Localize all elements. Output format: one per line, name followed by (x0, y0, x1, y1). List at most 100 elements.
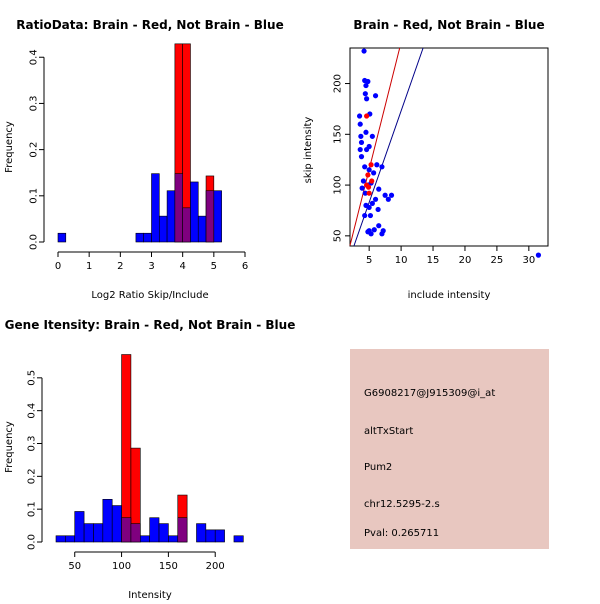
scatter-axes: 5 10 15 20 25 30 50 100 150 200 (333, 74, 536, 266)
event-type-text: altTxStart (364, 426, 413, 437)
y-tick-label: 0.1 (27, 501, 38, 517)
gene-name-text: Pum2 (364, 462, 392, 473)
x-tick-label: 0 (55, 261, 61, 272)
scatter-points (356, 48, 542, 258)
ratio-histogram-title: RatioData: Brain - Red, Not Brain - Blue (16, 18, 283, 32)
blue-bar (149, 517, 160, 543)
intensity-histogram-axes: 50 100 150 200 0.0 0.1 0.2 0.3 0.4 0.5 (27, 370, 225, 572)
blue-point (374, 162, 380, 168)
x-tick-label: 2 (117, 261, 123, 272)
locus-text: chr12.5295-2.s (364, 499, 440, 510)
blue-bar (111, 505, 122, 543)
blue-point (366, 143, 372, 150)
x-tick-label: 1 (86, 261, 92, 272)
overlap-bar (205, 190, 215, 243)
blue-bar (158, 215, 168, 243)
scatter-xlabel: include intensity (408, 290, 491, 301)
blue-bar (65, 535, 76, 543)
ratio-histogram-ylabel: Frequency (4, 121, 15, 173)
y-tick-label: 0.0 (29, 234, 40, 250)
blue-point (380, 228, 386, 234)
blue-point (364, 96, 370, 102)
blue-point (382, 192, 388, 198)
blue-point (357, 146, 363, 153)
red-point (364, 113, 370, 119)
blue-point (358, 139, 365, 146)
red-bar (121, 354, 132, 543)
y-tick-label: 100 (333, 176, 344, 195)
blue-bar (197, 215, 207, 243)
red-point (369, 178, 375, 184)
x-tick-label: 200 (206, 561, 225, 572)
y-tick-label: 0.3 (27, 436, 38, 452)
blue-point (379, 164, 385, 170)
x-tick-label: 3 (148, 261, 154, 272)
blue-bar (158, 523, 169, 543)
blue-point (376, 186, 382, 192)
x-tick-label: 100 (112, 561, 131, 572)
blue-point (362, 91, 368, 97)
red-point (365, 184, 372, 190)
blue-point (367, 212, 374, 219)
intensity-histogram-xlabel: Intensity (128, 590, 172, 600)
blue-point (356, 113, 363, 119)
intensity-histogram-panel: Gene Itensity: Brain - Red, Not Brain - … (4, 318, 296, 601)
scatter-panel: Brain - Red, Not Brain - Blue include in… (303, 18, 549, 301)
blue-regression-line (353, 47, 424, 247)
y-tick-label: 0.4 (27, 403, 38, 419)
blue-bar (74, 511, 85, 543)
blue-point (360, 178, 367, 184)
ratio-histogram-panel: RatioData: Brain - Red, Not Brain - Blue… (4, 18, 284, 301)
blue-point (362, 190, 368, 196)
intensity-histogram-bars (55, 354, 244, 543)
blue-bar (166, 190, 176, 243)
pval-text: Pval: 0.265711 (364, 528, 439, 539)
blue-bar (205, 529, 216, 543)
x-tick-label: 10 (395, 255, 408, 266)
blue-point (358, 154, 365, 160)
blue-point (371, 227, 377, 233)
blue-bar (196, 523, 207, 543)
blue-point (371, 170, 377, 176)
blue-point (365, 229, 371, 235)
x-tick-label: 5 (211, 261, 217, 272)
x-tick-label: 4 (179, 261, 185, 272)
blue-bar (233, 535, 244, 543)
blue-point (535, 252, 542, 258)
y-tick-label: 0.5 (27, 370, 38, 386)
blue-bar (93, 523, 104, 543)
blue-point (362, 164, 368, 170)
x-tick-label: 25 (491, 255, 504, 266)
y-tick-label: 0.3 (29, 95, 40, 111)
blue-point (376, 223, 382, 229)
scatter-regression-lines (349, 47, 424, 247)
intensity-histogram-ylabel: Frequency (4, 421, 15, 473)
x-tick-label: 150 (159, 561, 178, 572)
ratio-histogram-xlabel: Log2 Ratio Skip/Include (91, 290, 208, 301)
scatter-ylabel: skip intensity (303, 117, 314, 184)
blue-point (388, 192, 395, 198)
blue-bar (214, 529, 225, 543)
blue-point (366, 204, 372, 211)
y-tick-label: 0.0 (27, 534, 38, 550)
y-tick-label: 0.2 (27, 468, 38, 484)
probe-id-text: G6908217@J915309@i_at (364, 388, 495, 399)
blue-point (375, 206, 381, 213)
scatter-title: Brain - Red, Not Brain - Blue (353, 18, 544, 32)
blue-point (362, 212, 368, 219)
blue-bar (83, 523, 94, 543)
ratio-histogram-bars (57, 43, 222, 243)
y-tick-label: 0.2 (29, 142, 40, 158)
blue-point (363, 129, 369, 135)
overlap-bar (130, 523, 141, 543)
blue-point (385, 196, 391, 202)
x-tick-label: 6 (242, 261, 248, 272)
blue-point (372, 196, 379, 202)
blue-bar (151, 173, 160, 243)
overlap-bar (177, 517, 188, 543)
blue-point (358, 133, 364, 139)
intensity-histogram-title: Gene Itensity: Brain - Red, Not Brain - … (5, 318, 296, 332)
blue-point (363, 82, 369, 89)
red-regression-line (349, 47, 401, 246)
